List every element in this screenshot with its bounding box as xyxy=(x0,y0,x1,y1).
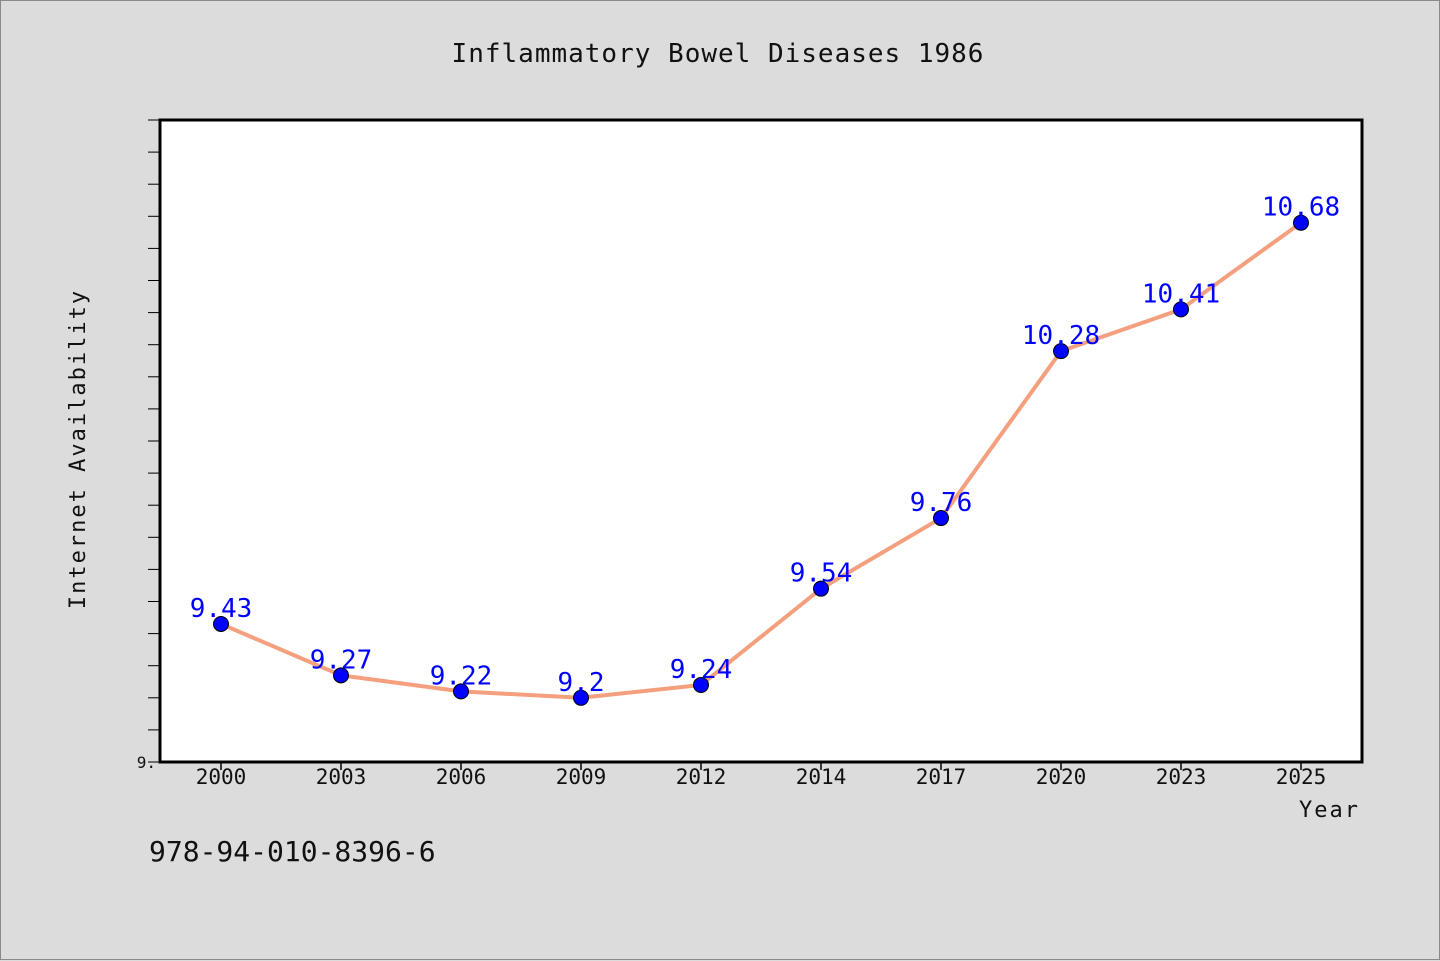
plot-area xyxy=(158,118,1364,764)
data-label: 9.2 xyxy=(558,668,605,698)
data-markers xyxy=(213,214,1309,706)
series-line xyxy=(220,221,1303,700)
data-point xyxy=(453,683,469,700)
y-axis-ticks: 9. xyxy=(137,119,160,772)
data-point xyxy=(933,510,949,527)
y-tick-label: 9. xyxy=(137,753,156,772)
data-point xyxy=(1293,214,1309,231)
data-point xyxy=(333,667,349,684)
data-point xyxy=(213,615,229,632)
x-tick-label: 2000 xyxy=(196,765,247,789)
x-tick-label: 2025 xyxy=(1276,765,1327,789)
data-label: 10.41 xyxy=(1142,279,1220,309)
x-tick-label: 2012 xyxy=(676,765,727,789)
data-label: 9.24 xyxy=(670,655,733,685)
x-tick-label: 2014 xyxy=(796,765,847,789)
data-point xyxy=(813,580,829,597)
x-tick-label: 2009 xyxy=(556,765,607,789)
data-point xyxy=(1053,343,1069,360)
data-label: 9.22 xyxy=(430,661,493,691)
data-label: 10.68 xyxy=(1262,193,1340,223)
x-tick-label: 2006 xyxy=(436,765,487,789)
data-point xyxy=(693,676,709,693)
data-label: 9.27 xyxy=(310,645,373,675)
data-label: 10.28 xyxy=(1022,321,1100,351)
data-label: 9.43 xyxy=(190,594,253,624)
data-point xyxy=(573,689,589,706)
x-tick-label: 2003 xyxy=(316,765,367,789)
x-tick-label: 2017 xyxy=(916,765,967,789)
data-point xyxy=(1173,301,1189,318)
isbn-code: 978-94-010-8396-6 xyxy=(149,835,436,868)
x-axis-ticks: 2000 2003 2006 2009 2012 2014 2017 2020 2023 2025 xyxy=(196,762,1327,789)
chart-title: Inflammatory Bowel Diseases 1986 xyxy=(452,39,985,69)
x-tick-label: 2023 xyxy=(1156,765,1207,789)
x-axis-title: Year xyxy=(1299,798,1360,823)
data-label: 9.54 xyxy=(790,559,853,589)
data-label: 9.76 xyxy=(910,488,973,518)
x-tick-label: 2020 xyxy=(1036,765,1087,789)
y-axis-title: Internet Availability xyxy=(66,289,91,609)
data-labels: 9.43 9.27 9.22 9.2 9.24 9.54 9.76 10.28 10.41 10.… xyxy=(190,193,1340,698)
